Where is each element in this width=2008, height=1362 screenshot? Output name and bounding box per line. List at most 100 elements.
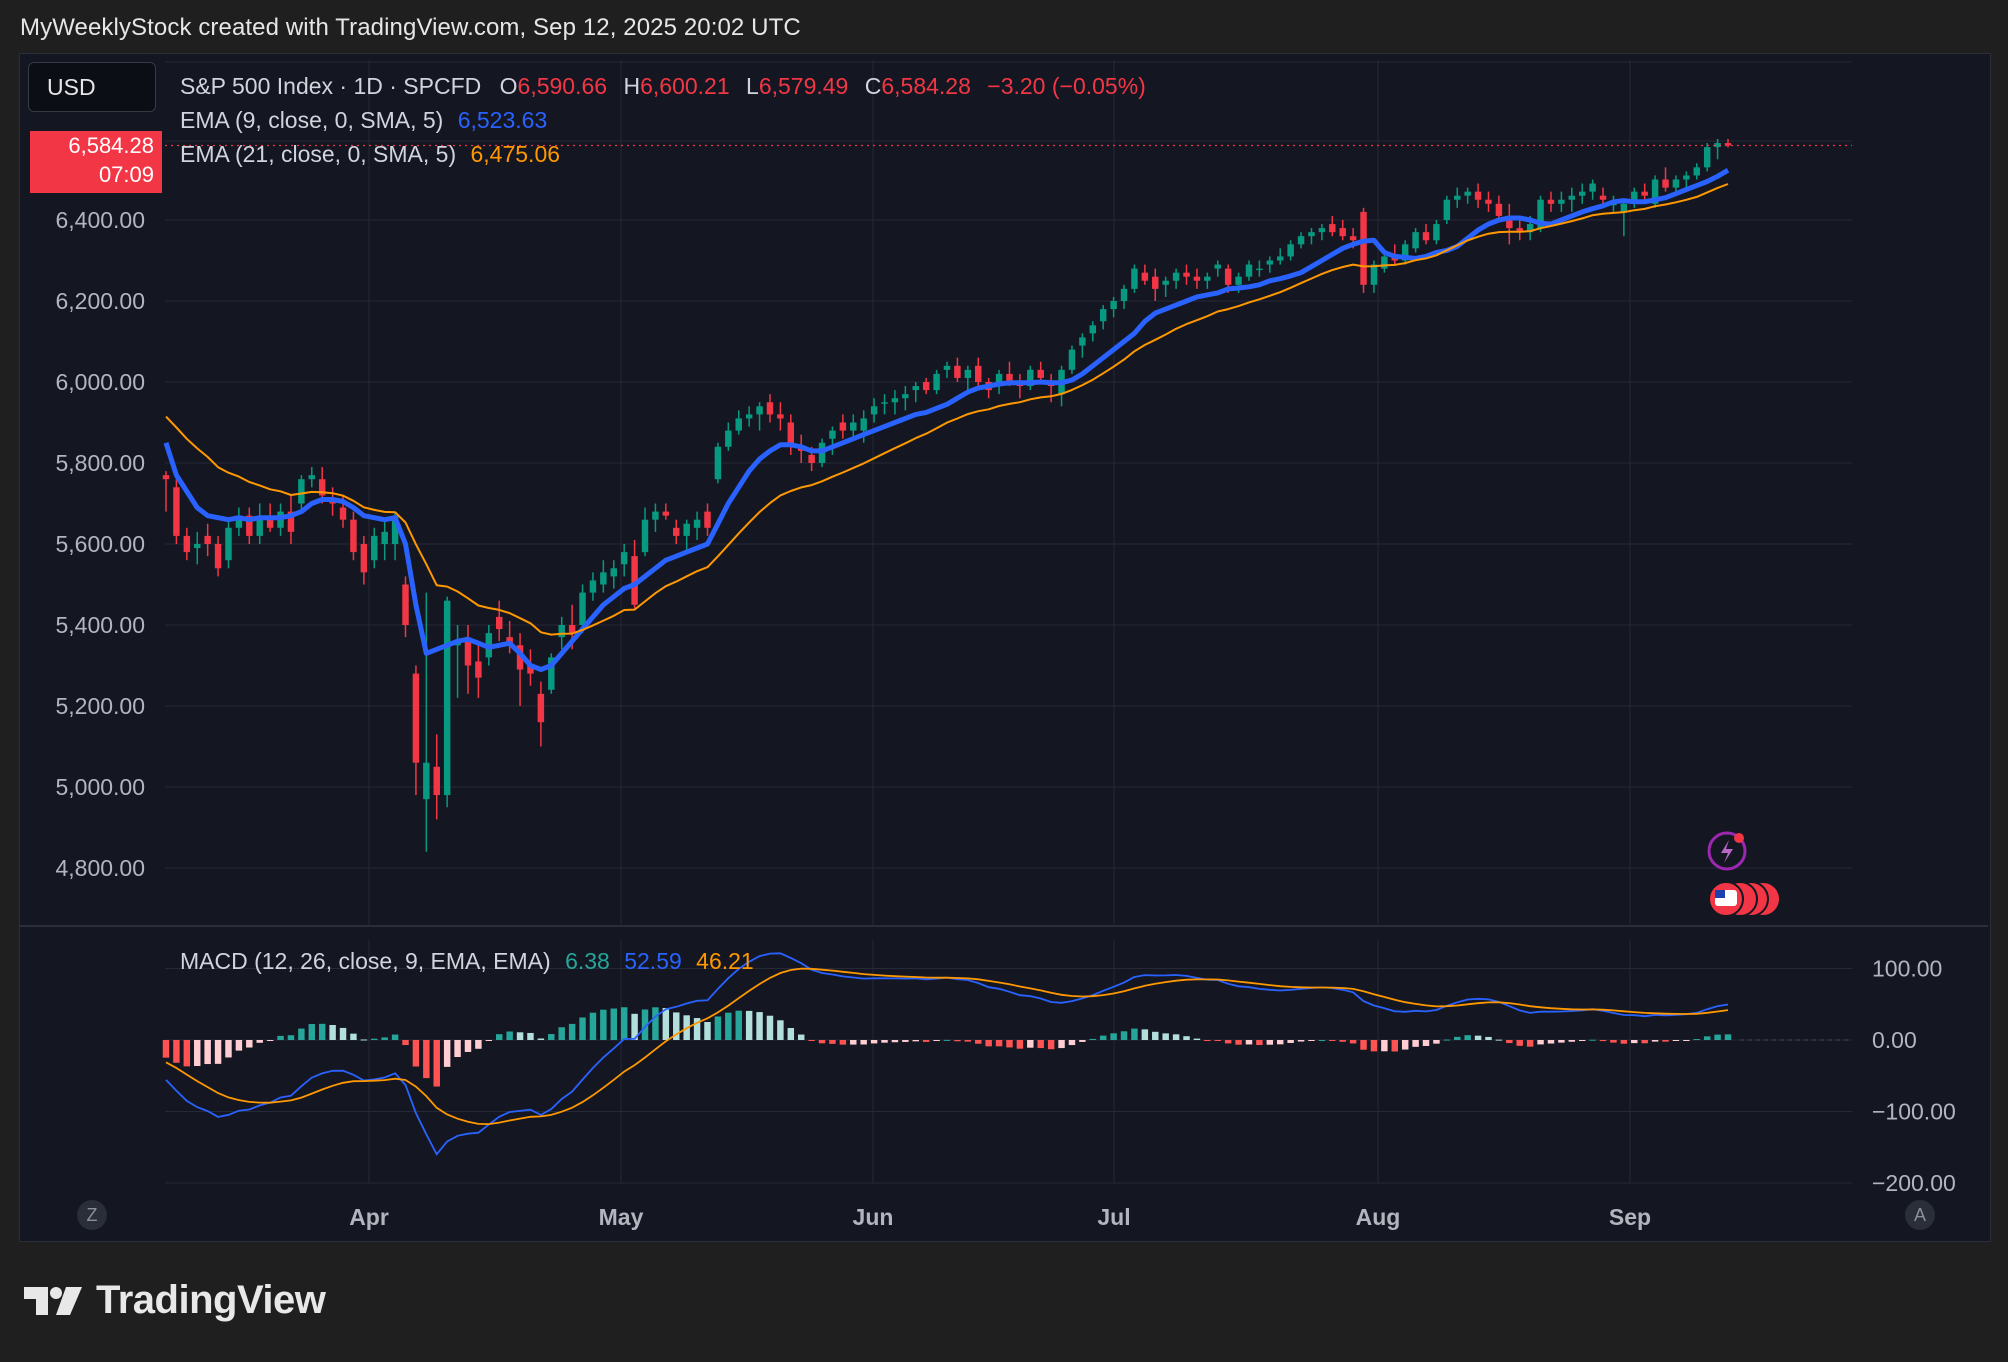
candle-body <box>1360 211 1367 285</box>
candle-body <box>1110 301 1117 310</box>
candle-body <box>1287 244 1294 257</box>
candle-body <box>1651 179 1659 204</box>
candle-body <box>1485 199 1492 204</box>
candle-body <box>558 625 565 638</box>
macd-hist-bar <box>631 1013 638 1040</box>
candle-body <box>975 365 982 382</box>
candle-body <box>777 414 784 419</box>
macd-hist-bar <box>1308 1040 1315 1041</box>
macd-hist-bar <box>714 1016 722 1040</box>
currency-selector[interactable]: USD <box>28 62 156 112</box>
candle-body <box>1141 272 1149 281</box>
candle-body <box>1297 236 1305 245</box>
macd-hist-bar <box>1058 1040 1065 1049</box>
candle-body <box>495 616 503 630</box>
x-tick-label: Sep <box>1609 1204 1651 1230</box>
candle-body <box>516 645 524 670</box>
macd-hist-bar <box>954 1040 961 1042</box>
y-tick-label: 5,800.00 <box>55 450 145 476</box>
candle-body <box>1641 191 1648 196</box>
flash-event-icon <box>1707 831 1747 871</box>
candle-body <box>464 641 472 666</box>
macd-hist-bar <box>214 1040 222 1064</box>
candle-body <box>1381 256 1388 269</box>
candle-body <box>1703 147 1711 168</box>
macd-hist-bar <box>475 1040 482 1049</box>
macd-hist-bar <box>1724 1034 1732 1040</box>
candle-body <box>756 406 763 415</box>
macd-hist-bar <box>225 1040 232 1058</box>
corner-right-button[interactable]: A <box>1905 1200 1935 1230</box>
candle-body <box>318 479 326 496</box>
ema9-label: EMA (9, close, 0, SMA, 5) <box>180 107 444 133</box>
macd-hist-bar <box>194 1040 201 1067</box>
candle-body <box>162 475 170 480</box>
y-tick-label: 5,000.00 <box>55 774 145 800</box>
candle-body <box>1547 199 1555 204</box>
macd-hist-bar <box>1662 1040 1669 1042</box>
macd-y-tick-label: −100.00 <box>1872 1099 1956 1125</box>
candle-body <box>1266 260 1274 265</box>
candle-body <box>1454 195 1461 200</box>
candle-body <box>173 487 180 536</box>
candle-body <box>1714 143 1721 148</box>
macd-legend[interactable]: MACD (12, 26, close, 9, EMA, EMA) 6.38 5… <box>180 948 754 975</box>
macd-hist-bar <box>183 1040 191 1067</box>
macd-hist-bar <box>1485 1036 1492 1040</box>
candle-body <box>1693 167 1700 176</box>
macd-hist-bar <box>1495 1039 1503 1041</box>
candle-body <box>1308 232 1315 237</box>
candle-body <box>1079 337 1086 346</box>
candle-body <box>194 544 201 549</box>
candle-body <box>1599 195 1607 200</box>
candle-body <box>298 479 305 504</box>
macd-hist-bar <box>964 1040 972 1042</box>
candle-body <box>891 398 899 403</box>
macd-hist-bar <box>725 1012 732 1040</box>
macd-hist-bar <box>537 1038 545 1040</box>
macd-hist-bar <box>1516 1040 1523 1046</box>
macd-hist-bar <box>287 1035 295 1040</box>
macd-hist-bar <box>246 1040 253 1048</box>
macd-hist-bar <box>787 1027 795 1040</box>
macd-hist-bar <box>464 1040 472 1052</box>
chart-frame[interactable] <box>19 53 1991 1242</box>
macd-hist-bar <box>870 1040 878 1044</box>
candle-body <box>1433 224 1440 241</box>
candle-body <box>1162 280 1169 285</box>
macd-hist-bar <box>1568 1040 1576 1042</box>
macd-hist-bar <box>808 1040 815 1041</box>
candle-body <box>1443 199 1451 220</box>
corner-left-button[interactable]: Z <box>77 1200 107 1230</box>
macd-hist-bar <box>922 1040 930 1042</box>
candle-body <box>475 661 482 678</box>
macd-label: MACD (12, 26, close, 9, EMA, EMA) <box>180 948 551 974</box>
macd-hist-bar <box>318 1023 326 1040</box>
candle-body <box>933 373 940 391</box>
macd-hist-bar <box>912 1040 919 1042</box>
ema9-legend[interactable]: EMA (9, close, 0, SMA, 5) 6,523.63 <box>180 107 547 134</box>
candle-body <box>1516 228 1523 233</box>
macd-hist-bar <box>673 1012 680 1040</box>
symbol-legend[interactable]: S&P 500 Index · 1D · SPCFD O6,590.66 H6,… <box>180 73 1146 100</box>
ema21-legend[interactable]: EMA (21, close, 0, SMA, 5) 6,475.06 <box>180 141 560 168</box>
macd-hist-bar <box>579 1017 586 1040</box>
candle-body <box>693 519 701 528</box>
candle-body <box>225 527 232 561</box>
ema21-label: EMA (21, close, 0, SMA, 5) <box>180 141 457 167</box>
candle-body <box>1235 276 1242 285</box>
macd-hist-bar <box>339 1027 347 1040</box>
close-value: 6,584.28 <box>881 73 971 99</box>
macd-hist-bar <box>818 1040 826 1044</box>
macd-hist-bar <box>933 1040 940 1041</box>
macd-y-tick-label: −200.00 <box>1872 1170 1956 1196</box>
macd-hist-bar <box>1547 1040 1555 1044</box>
candle-body <box>1120 288 1128 301</box>
macd-hist-bar <box>454 1040 461 1058</box>
macd-hist-bar <box>1703 1036 1711 1040</box>
candle-body <box>204 535 211 544</box>
macd-hist-bar <box>985 1040 992 1047</box>
candle-body <box>1276 256 1284 261</box>
candle-body <box>1027 369 1034 387</box>
